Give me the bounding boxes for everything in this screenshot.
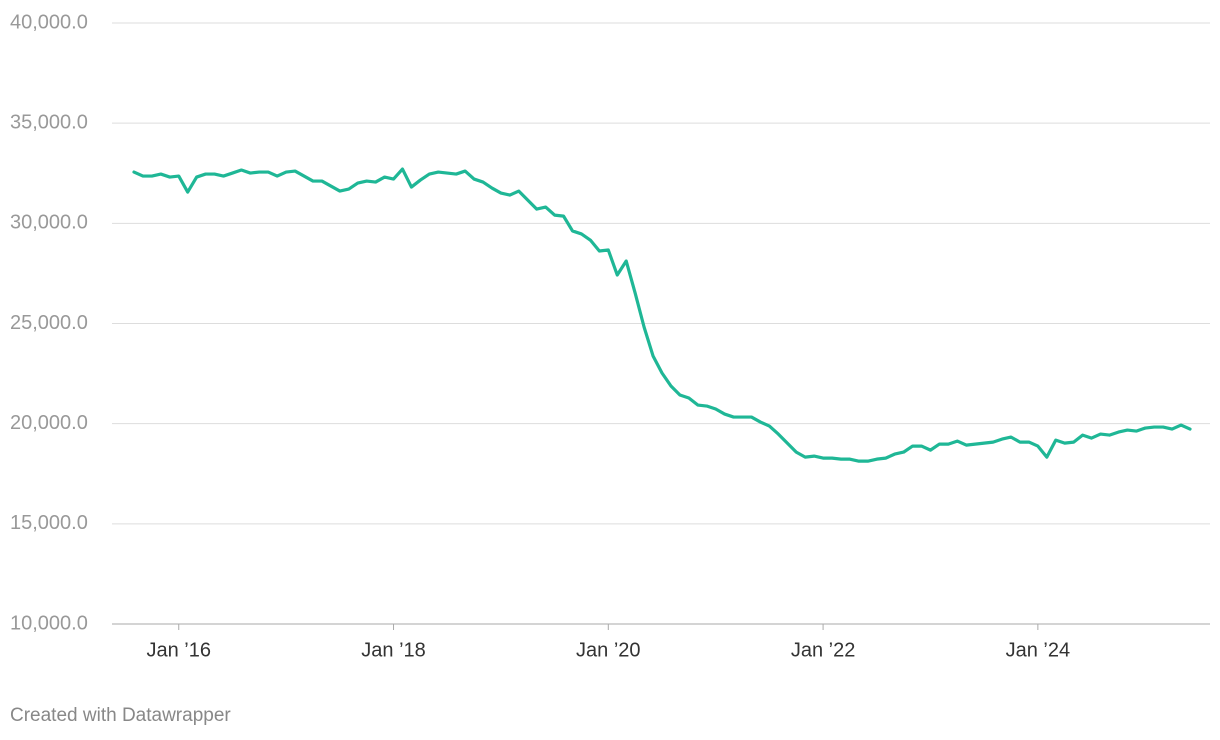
- y-tick-label: 30,000.0: [10, 212, 88, 234]
- y-tick-label: 40,000.0: [10, 11, 88, 33]
- y-tick-label: 20,000.0: [10, 412, 88, 434]
- y-tick-label: 10,000.0: [10, 612, 88, 634]
- x-tick-label: Jan ’20: [576, 639, 641, 661]
- x-tick-label: Jan ’18: [361, 639, 426, 661]
- x-tick-label: Jan ’22: [791, 639, 856, 661]
- y-tick-label: 35,000.0: [10, 111, 88, 133]
- x-tick-label: Jan ’24: [1006, 639, 1071, 661]
- y-tick-label: 25,000.0: [10, 312, 88, 334]
- credit: Created with Datawrapper: [10, 705, 231, 726]
- x-tick-label: Jan ’16: [146, 639, 211, 661]
- line: [132, 167, 1192, 463]
- y-tick-label: 15,000.0: [10, 512, 88, 534]
